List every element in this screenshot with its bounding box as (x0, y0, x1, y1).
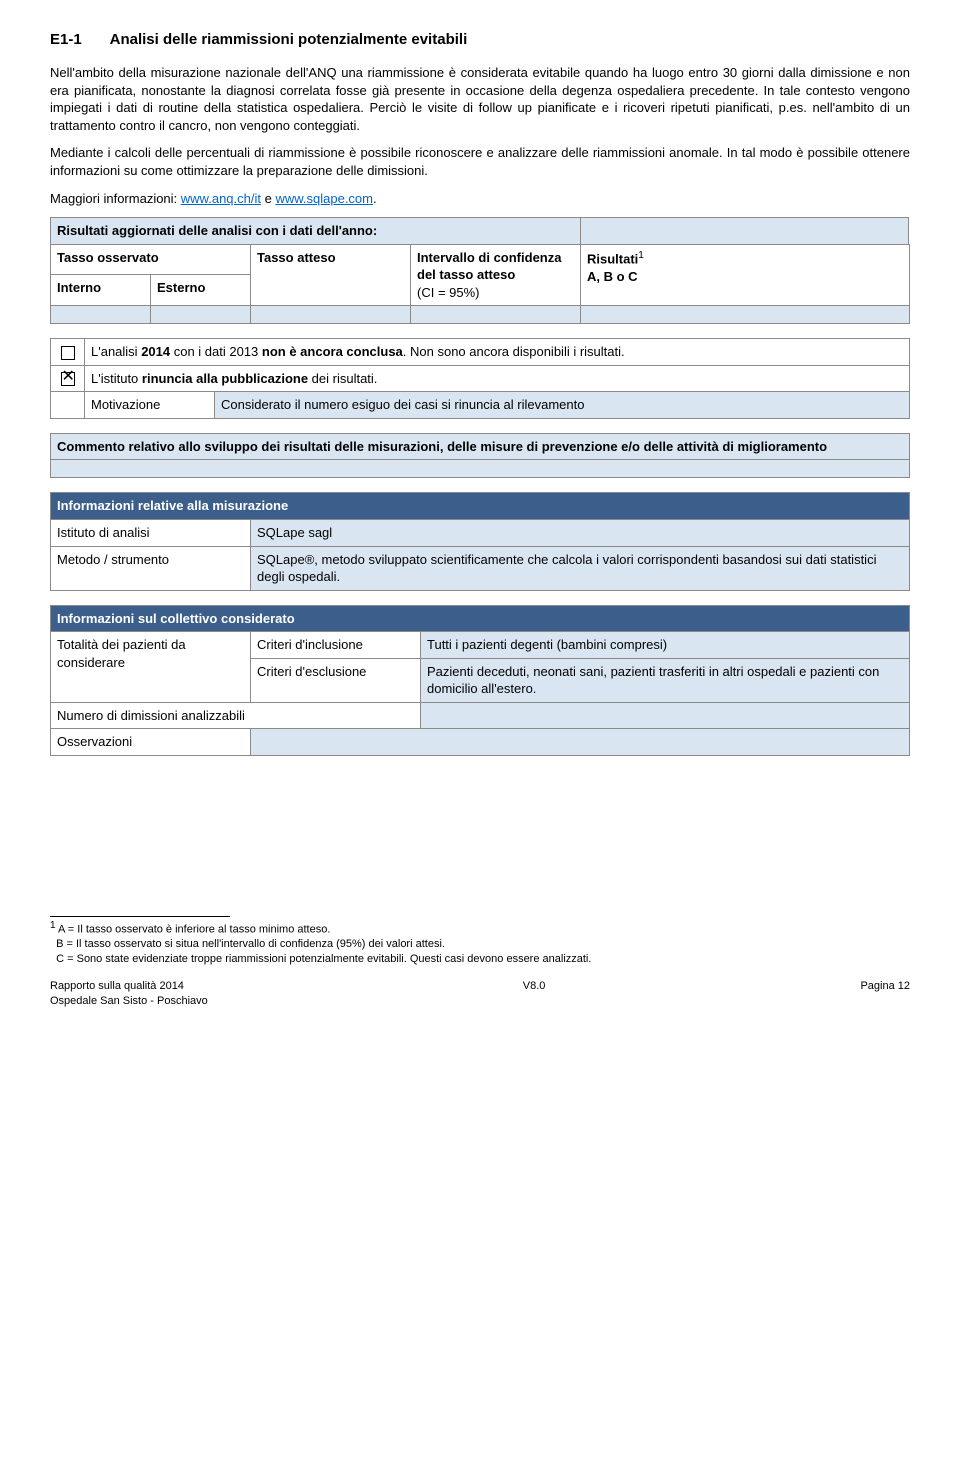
method-label: Metodo / strumento (51, 546, 251, 590)
observations-value (251, 729, 910, 756)
total-patients-label: Totalità dei pazienti da considerare (51, 632, 251, 703)
institute-value: SQLape sagl (251, 520, 910, 547)
link-sqlape[interactable]: www.sqlape.com (275, 191, 373, 206)
inclusion-value: Tutti i pazienti degenti (bambini compre… (421, 632, 910, 659)
checkbox-table: L'analisi 2014 con i dati 2013 non è anc… (50, 338, 910, 419)
page-footer: Rapporto sulla qualità 2014 Ospedale San… (50, 979, 910, 1009)
paragraph-1: Nell'ambito della misurazione nazionale … (50, 64, 910, 134)
footer-left: Rapporto sulla qualità 2014 Ospedale San… (50, 979, 208, 1009)
comment-body (51, 460, 910, 478)
observations-label: Osservazioni (51, 729, 251, 756)
method-value: SQLape®, metodo sviluppato scientificame… (251, 546, 910, 590)
page-heading: E1-1 Analisi delle riammissioni potenzia… (50, 30, 910, 50)
info-coll-header: Informazioni sul collettivo considerato (51, 605, 910, 632)
comment-table: Commento relativo allo sviluppo dei risu… (50, 433, 910, 479)
info-collective-table: Informazioni sul collettivo considerato … (50, 605, 910, 756)
external-label: Esterno (151, 275, 251, 306)
checkbox-renounce[interactable] (51, 365, 85, 392)
more-info: Maggiori informazioni: www.anq.ch/it e w… (50, 190, 910, 208)
motivation-label: Motivazione (85, 392, 215, 419)
internal-label: Interno (51, 275, 151, 306)
not-concluded-text: L'analisi 2014 con i dati 2013 non è anc… (85, 339, 910, 366)
heading-code: E1-1 (50, 30, 106, 50)
ci-label: Intervallo di confidenza del tasso attes… (411, 244, 581, 306)
motivation-text: Considerato il numero esiguo dei casi si… (215, 392, 910, 419)
footer-right: Pagina 12 (860, 979, 910, 1009)
results-year-cell (581, 218, 909, 245)
comment-header: Commento relativo allo sviluppo dei risu… (51, 433, 910, 460)
inclusion-label: Criteri d'inclusione (251, 632, 421, 659)
link-separator: e (261, 191, 275, 206)
paragraph-2: Mediante i calcoli delle percentuali di … (50, 144, 910, 179)
exclusion-label: Criteri d'esclusione (251, 658, 421, 702)
footnotes: 1 A = Il tasso osservato è inferiore al … (50, 919, 910, 967)
results-table: Risultati aggiornati delle analisi con i… (50, 217, 910, 324)
results-header: Risultati aggiornati delle analisi con i… (51, 218, 581, 245)
info-measurement-table: Informazioni relative alla misurazione I… (50, 492, 910, 590)
observed-label: Tasso osservato (51, 244, 251, 275)
num-dismiss-value (421, 702, 910, 729)
results-col-label: Risultati1 A, B o C (581, 244, 910, 306)
heading-title: Analisi delle riammissioni potenzialment… (110, 31, 468, 48)
institute-label: Istituto di analisi (51, 520, 251, 547)
renounce-text: L'istituto rinuncia alla pubblicazione d… (85, 365, 910, 392)
num-dismiss-label: Numero di dimissioni analizzabili (51, 702, 421, 729)
footer-center: V8.0 (523, 979, 546, 1009)
exclusion-value: Pazienti deceduti, neonati sani, pazient… (421, 658, 910, 702)
expected-label: Tasso atteso (251, 244, 411, 306)
link-anq[interactable]: www.anq.ch/it (181, 191, 261, 206)
checkbox-not-concluded[interactable] (51, 339, 85, 366)
info-meas-header: Informazioni relative alla misurazione (51, 493, 910, 520)
more-info-label: Maggiori informazioni: (50, 191, 181, 206)
